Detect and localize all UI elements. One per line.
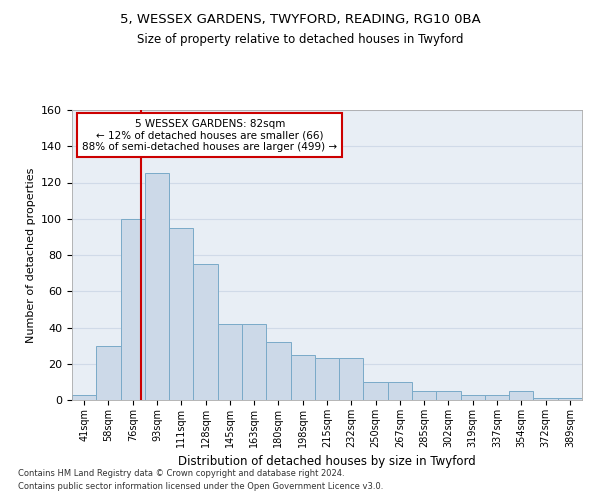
Text: Contains public sector information licensed under the Open Government Licence v3: Contains public sector information licen… <box>18 482 383 491</box>
Bar <box>412 391 436 400</box>
Bar <box>339 358 364 400</box>
Bar <box>485 394 509 400</box>
Bar <box>242 324 266 400</box>
Bar <box>169 228 193 400</box>
Bar <box>218 324 242 400</box>
Text: Size of property relative to detached houses in Twyford: Size of property relative to detached ho… <box>137 32 463 46</box>
Bar <box>388 382 412 400</box>
Bar <box>266 342 290 400</box>
Bar <box>193 264 218 400</box>
X-axis label: Distribution of detached houses by size in Twyford: Distribution of detached houses by size … <box>178 456 476 468</box>
Text: Contains HM Land Registry data © Crown copyright and database right 2024.: Contains HM Land Registry data © Crown c… <box>18 468 344 477</box>
Bar <box>436 391 461 400</box>
Bar <box>72 394 96 400</box>
Bar <box>461 394 485 400</box>
Bar <box>509 391 533 400</box>
Bar <box>315 358 339 400</box>
Bar <box>145 174 169 400</box>
Text: 5, WESSEX GARDENS, TWYFORD, READING, RG10 0BA: 5, WESSEX GARDENS, TWYFORD, READING, RG1… <box>119 12 481 26</box>
Bar <box>533 398 558 400</box>
Bar <box>558 398 582 400</box>
Text: 5 WESSEX GARDENS: 82sqm
← 12% of detached houses are smaller (66)
88% of semi-de: 5 WESSEX GARDENS: 82sqm ← 12% of detache… <box>82 118 337 152</box>
Bar <box>96 346 121 400</box>
Bar <box>290 354 315 400</box>
Bar <box>121 219 145 400</box>
Y-axis label: Number of detached properties: Number of detached properties <box>26 168 35 342</box>
Bar <box>364 382 388 400</box>
